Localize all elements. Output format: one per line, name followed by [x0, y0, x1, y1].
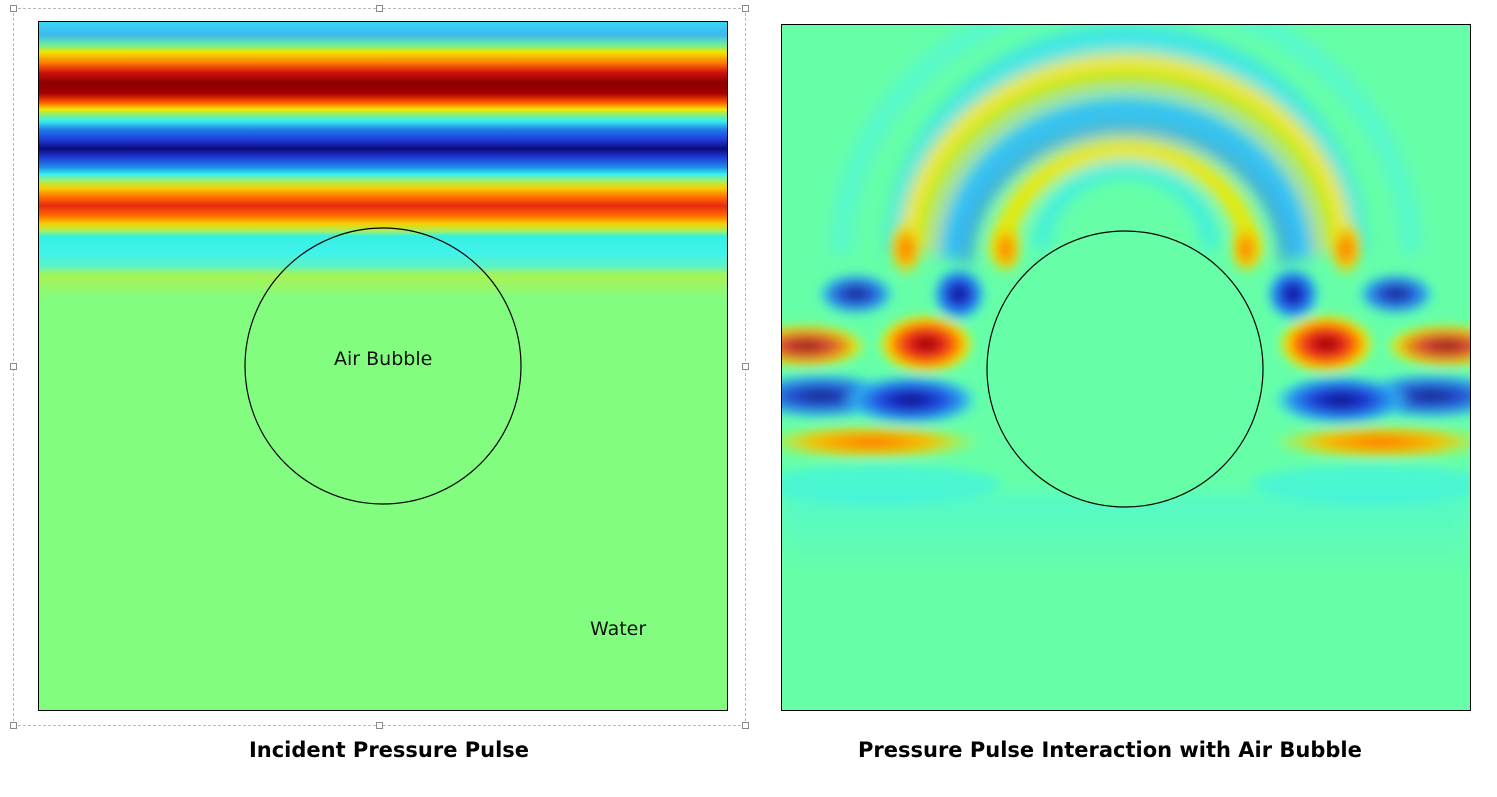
- incident-pulse-plot[interactable]: [38, 21, 728, 711]
- resize-handle-top-right[interactable]: [742, 5, 749, 12]
- resize-handle-bottom-right[interactable]: [742, 722, 749, 729]
- incident-caption: Incident Pressure Pulse: [248, 738, 530, 762]
- resize-handle-middle-left[interactable]: [10, 363, 17, 370]
- air-bubble-outline-right: [986, 230, 1264, 508]
- air-bubble-label: Air Bubble: [334, 348, 433, 370]
- resize-handle-bottom-center[interactable]: [376, 722, 383, 729]
- plot-border: [38, 21, 728, 711]
- water-label: Water: [590, 618, 647, 640]
- interaction-caption: Pressure Pulse Interaction with Air Bubb…: [858, 738, 1362, 762]
- resize-handle-top-left[interactable]: [10, 5, 17, 12]
- plot-border-right: [781, 24, 1471, 711]
- resize-handle-middle-right[interactable]: [742, 363, 749, 370]
- interaction-plot[interactable]: [781, 24, 1471, 711]
- resize-handle-bottom-left[interactable]: [10, 722, 17, 729]
- resize-handle-top-center[interactable]: [376, 5, 383, 12]
- air-bubble-outline: [244, 227, 522, 505]
